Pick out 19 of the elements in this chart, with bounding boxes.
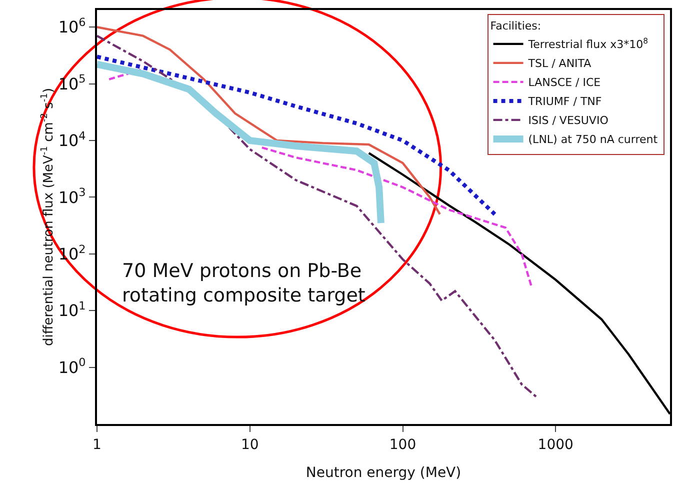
y-tick-label: 10$^{4}$ — [58, 129, 86, 150]
y-tick-label: 10$^{1}$ — [58, 299, 86, 320]
y-tick-label: 10$^{0}$ — [58, 356, 86, 377]
legend-title: Facilities: — [490, 19, 542, 32]
x-tick-label: 1 — [92, 436, 102, 453]
legend-label: TSL / ANITA — [527, 57, 592, 70]
legend-label: TRIUMF / TNF — [527, 95, 602, 108]
x-tick-label: 1000 — [538, 436, 574, 453]
legend-label: ISIS / VESUVIO — [528, 114, 609, 128]
legend-label: Terrestrial flux x3*10$^{8}$ — [527, 36, 648, 52]
y-tick-label: 10$^{6}$ — [58, 16, 86, 37]
legend-label: (LNL) at 750 nA current — [528, 133, 658, 146]
annotation: 70 MeV protons on Pb-Be rotating composite target — [122, 260, 366, 307]
x-tick-label: 10 — [240, 436, 259, 453]
x-axis-title: Neutron energy (MeV) — [306, 465, 462, 481]
y-tick-label: 10$^{5}$ — [58, 72, 86, 94]
y-tick-label: 10$^{3}$ — [58, 186, 86, 207]
x-tick-label: 100 — [389, 436, 416, 453]
legend-label: LANSCE / ICE — [528, 76, 601, 90]
